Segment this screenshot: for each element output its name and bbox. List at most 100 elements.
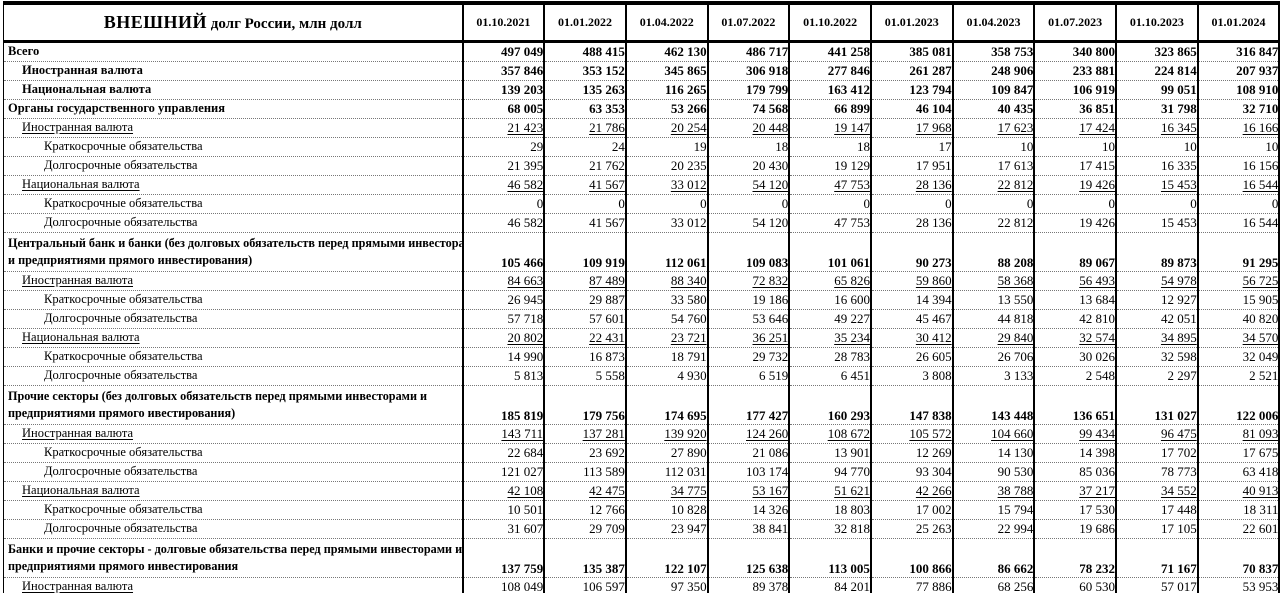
cell-value: 105 572 bbox=[869, 424, 953, 444]
cell-value: 106 597 bbox=[543, 577, 626, 593]
cell-value: 17 bbox=[869, 137, 953, 157]
cell-value: 78 232 bbox=[1033, 538, 1116, 578]
cell-value: 90 530 bbox=[951, 462, 1035, 482]
cell-value: 10 bbox=[1196, 137, 1280, 157]
cell-value: 233 881 bbox=[1033, 61, 1116, 81]
cell-value: 33 012 bbox=[624, 213, 708, 233]
cell-value: 113 005 bbox=[788, 538, 871, 578]
cell-value: 74 568 bbox=[706, 99, 790, 119]
cell-value: 5 558 bbox=[543, 366, 626, 386]
cell-value: 20 430 bbox=[706, 156, 790, 176]
table-row: Органы государственного управления 68 005… bbox=[3, 99, 1280, 119]
cell-value: 2 548 bbox=[1033, 366, 1116, 386]
cell-value: 94 770 bbox=[788, 462, 871, 482]
cell-value: 4 930 bbox=[624, 366, 708, 386]
cell-value: 108 049 bbox=[461, 577, 545, 593]
row-label: Краткосрочные обязательства bbox=[3, 290, 463, 310]
cell-value: 96 475 bbox=[1115, 424, 1198, 444]
cell-value: 0 bbox=[1196, 194, 1280, 214]
cell-value: 17 002 bbox=[869, 500, 953, 520]
cell-value: 21 786 bbox=[543, 118, 626, 138]
cell-value: 14 326 bbox=[706, 500, 790, 520]
cell-value: 441 258 bbox=[788, 41, 871, 62]
cell-value: 122 006 bbox=[1196, 385, 1280, 425]
cell-value: 42 051 bbox=[1115, 309, 1198, 329]
table-row: Иностранная валюта 357 846 353 152 345 865 3… bbox=[3, 61, 1280, 81]
row-label: Долгосрочные обязательства bbox=[3, 156, 463, 176]
cell-value: 53 266 bbox=[624, 99, 708, 119]
cell-value: 17 675 bbox=[1196, 443, 1280, 463]
column-header: 01.10.2023 bbox=[1115, 1, 1198, 43]
cell-value: 109 847 bbox=[951, 80, 1035, 100]
cell-value: 30 412 bbox=[869, 328, 953, 348]
cell-value: 6 451 bbox=[788, 366, 871, 386]
table-row: Прочие секторы (без долговых обязательст… bbox=[3, 385, 1280, 425]
cell-value: 84 201 bbox=[788, 577, 871, 593]
cell-value: 207 937 bbox=[1196, 61, 1280, 81]
table-row: Всего 497 049 488 415 462 130 486 717 441 258… bbox=[3, 41, 1280, 62]
table-row: Краткосрочные обязательства 10 501 12 766 1… bbox=[3, 500, 1280, 520]
row-label: Иностранная валюта bbox=[3, 61, 463, 81]
cell-value: 109 083 bbox=[706, 232, 790, 272]
cell-value: 33 580 bbox=[624, 290, 708, 310]
cell-value: 29 840 bbox=[951, 328, 1035, 348]
cell-value: 31 798 bbox=[1115, 99, 1198, 119]
cell-value: 32 818 bbox=[788, 519, 871, 539]
cell-value: 3 808 bbox=[869, 366, 953, 386]
cell-value: 66 899 bbox=[788, 99, 871, 119]
cell-value: 17 702 bbox=[1115, 443, 1198, 463]
cell-value: 23 692 bbox=[543, 443, 626, 463]
cell-value: 99 434 bbox=[1033, 424, 1116, 444]
cell-value: 97 350 bbox=[624, 577, 708, 593]
cell-value: 135 263 bbox=[543, 80, 626, 100]
cell-value: 19 686 bbox=[1033, 519, 1116, 539]
row-label: Долгосрочные обязательства bbox=[3, 519, 463, 539]
cell-value: 40 820 bbox=[1196, 309, 1280, 329]
cell-value: 185 819 bbox=[461, 385, 545, 425]
table-row: Краткосрочные обязательства 14 990 16 873 1… bbox=[3, 347, 1280, 367]
cell-value: 29 bbox=[461, 137, 545, 157]
cell-value: 174 695 bbox=[624, 385, 708, 425]
cell-value: 15 453 bbox=[1115, 213, 1198, 233]
row-label: Национальная валюта bbox=[3, 80, 463, 100]
cell-value: 16 335 bbox=[1115, 156, 1198, 176]
cell-value: 68 005 bbox=[461, 99, 545, 119]
cell-value: 261 287 bbox=[869, 61, 953, 81]
external-debt-table: ВНЕШНИЙ долг России, млн долл 01.10.2021… bbox=[3, 1, 1280, 593]
cell-value: 89 378 bbox=[706, 577, 790, 593]
cell-value: 10 828 bbox=[624, 500, 708, 520]
cell-value: 32 049 bbox=[1196, 347, 1280, 367]
cell-value: 78 773 bbox=[1115, 462, 1198, 482]
cell-value: 20 254 bbox=[624, 118, 708, 138]
row-label: Краткосрочные обязательства bbox=[3, 137, 463, 157]
cell-value: 17 424 bbox=[1033, 118, 1116, 138]
cell-value: 84 663 bbox=[461, 271, 545, 291]
table-row: Долгосрочные обязательства 57 718 57 601 54… bbox=[3, 309, 1280, 329]
table-row: Национальная валюта 20 802 22 431 23 721 36 … bbox=[3, 328, 1280, 348]
row-label: Банки и прочие секторы - долговые обязат… bbox=[3, 538, 463, 578]
cell-value: 46 582 bbox=[461, 213, 545, 233]
cell-value: 0 bbox=[706, 194, 790, 214]
cell-value: 42 266 bbox=[869, 481, 953, 501]
cell-value: 22 994 bbox=[951, 519, 1035, 539]
cell-value: 26 945 bbox=[461, 290, 545, 310]
cell-value: 22 812 bbox=[951, 175, 1035, 195]
cell-value: 86 662 bbox=[951, 538, 1035, 578]
row-label: Иностранная валюта bbox=[3, 118, 463, 138]
cell-value: 38 788 bbox=[951, 481, 1035, 501]
cell-value: 17 951 bbox=[869, 156, 953, 176]
cell-value: 46 582 bbox=[461, 175, 545, 195]
cell-value: 65 826 bbox=[788, 271, 871, 291]
cell-value: 248 906 bbox=[951, 61, 1035, 81]
cell-value: 26 706 bbox=[951, 347, 1035, 367]
table-row: Иностранная валюта 108 049 106 597 97 350 89… bbox=[3, 577, 1280, 593]
cell-value: 34 775 bbox=[624, 481, 708, 501]
cell-value: 18 791 bbox=[624, 347, 708, 367]
cell-value: 139 920 bbox=[624, 424, 708, 444]
cell-value: 45 467 bbox=[869, 309, 953, 329]
cell-value: 10 501 bbox=[461, 500, 545, 520]
cell-value: 224 814 bbox=[1115, 61, 1198, 81]
cell-value: 53 167 bbox=[706, 481, 790, 501]
cell-value: 22 812 bbox=[951, 213, 1035, 233]
cell-value: 17 968 bbox=[869, 118, 953, 138]
